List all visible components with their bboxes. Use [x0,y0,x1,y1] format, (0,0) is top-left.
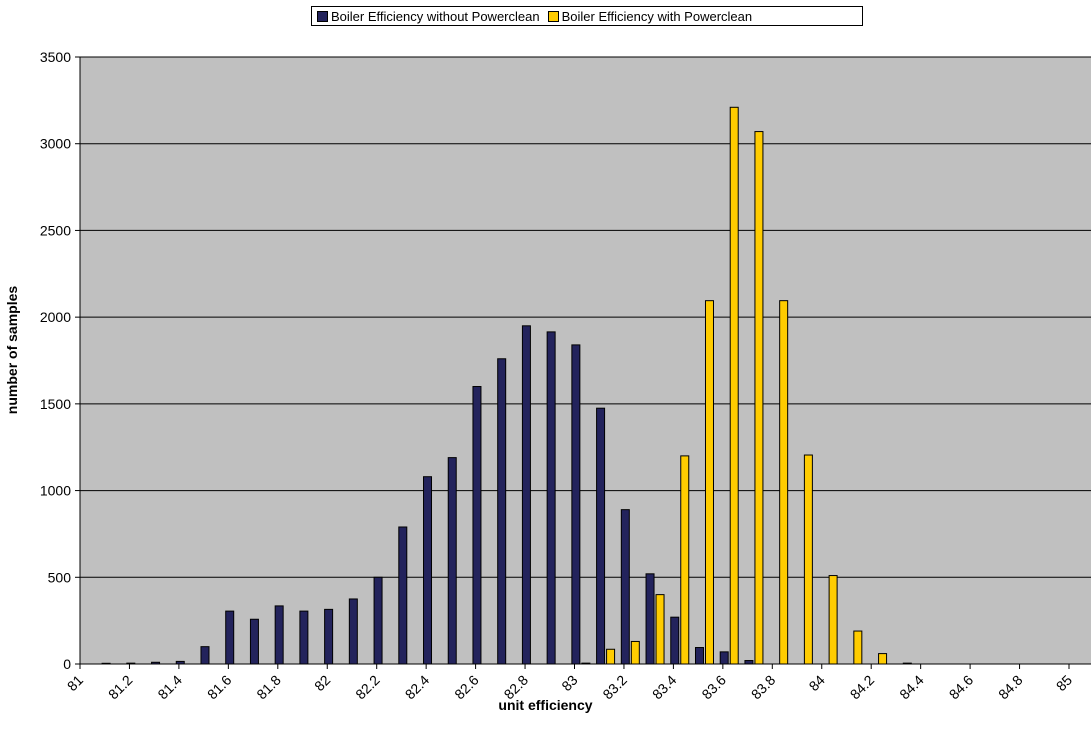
bar [853,630,863,665]
bar [744,660,754,665]
bar [497,358,507,665]
bar [704,300,714,665]
y-tick-label: 3500 [40,49,71,65]
y-tick-label: 0 [63,656,71,672]
y-tick-label: 1000 [40,483,71,499]
bar [606,648,616,665]
bar [571,344,581,665]
bar [101,662,111,665]
legend-label-without: Boiler Efficiency without Powerclean [331,8,540,24]
bar [126,662,136,665]
bar [803,454,813,665]
bar [546,331,556,665]
x-tick-label: 83 [558,672,580,694]
legend-label-with: Boiler Efficiency with Powerclean [561,8,753,24]
bar [447,457,457,665]
bar [423,476,433,665]
bar [581,662,591,665]
x-tick-label: 84 [806,672,828,694]
bar [249,618,259,665]
bar [630,640,640,665]
bar [175,660,185,665]
legend-item-without: Boiler Efficiency without Powerclean [317,9,540,24]
bar [398,526,408,665]
bar [324,608,334,665]
bar [472,386,482,665]
y-tick-label: 2500 [40,222,71,238]
bar [299,610,309,665]
y-axis-title: number of samples [4,285,20,415]
bar [348,598,358,665]
bar [779,300,789,665]
bar [596,407,606,665]
bar [620,509,630,665]
legend-swatch-with [547,10,559,22]
bar [828,575,838,665]
y-tick-label: 3000 [40,136,71,152]
y-tick-label: 2000 [40,309,71,325]
bar [373,576,383,665]
bar [200,646,210,665]
chart-legend: Boiler Efficiency without Powerclean Boi… [311,6,863,26]
x-axis-title: unit efficiency [498,697,593,713]
x-tick-label: 81 [64,672,86,694]
bar [729,106,739,665]
bar [754,131,764,665]
legend-swatch-without [317,10,328,22]
bar [680,455,690,665]
legend-item-with: Boiler Efficiency with Powerclean [547,8,753,24]
bar [645,573,655,665]
bar [694,647,704,665]
x-tick-label: 85 [1053,672,1075,694]
bar [719,651,729,665]
bar [655,594,665,665]
x-tick-label: 82 [311,672,333,694]
plot-area [80,57,1091,664]
bar [878,653,888,665]
bar [670,616,680,665]
bar [521,325,531,665]
y-tick-label: 1500 [40,396,71,412]
bar [902,662,912,665]
bar [225,610,235,665]
y-tick-label: 500 [48,569,72,585]
bar [151,661,161,665]
bar [274,605,284,665]
